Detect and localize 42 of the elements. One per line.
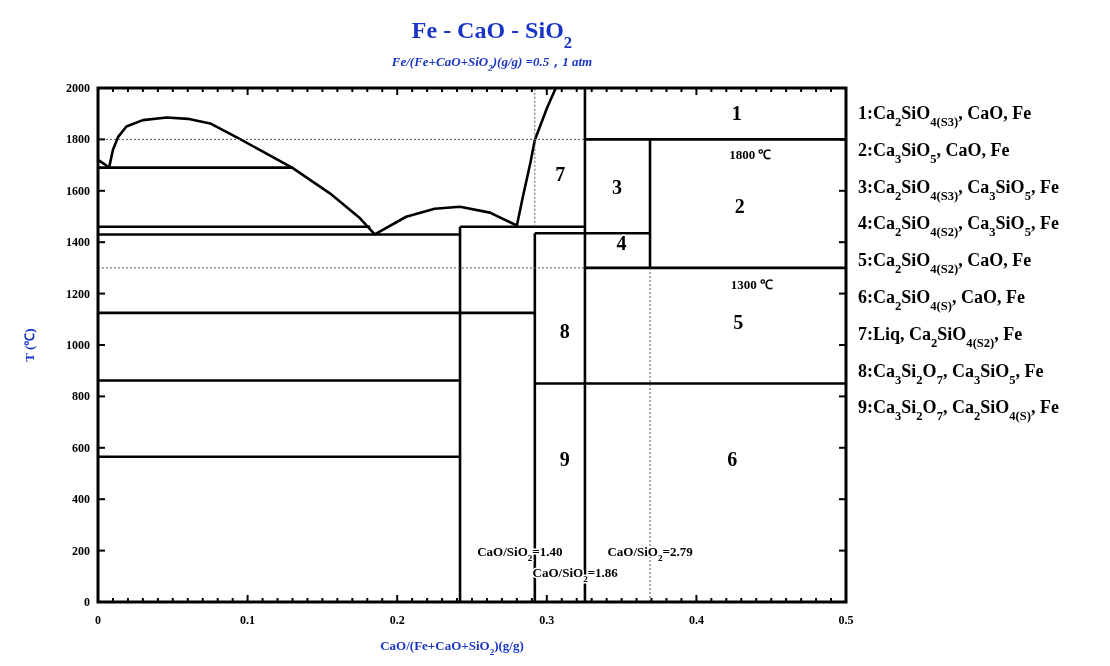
annotation: 1800 ℃ [729, 147, 772, 163]
text: 1:Ca$_{2}$SiO$_{4(S3)}$, CaO, Fe [858, 103, 1032, 129]
text: 4:Ca$_{2}$SiO$_{4(S2)}$, Ca$_{3}$SiO$_{5}$, Fe [858, 213, 1059, 240]
chart-subtitle: Fe/(Fe+CaO+SiO$_{2}$)(g/g) =0.5，1 atm [390, 54, 593, 73]
x-tick-label: 0.4 [688, 613, 704, 627]
x-tick-label: 0.5 [838, 613, 854, 627]
annotation: 6 [727, 448, 738, 471]
x-tick-label: 0.3 [539, 613, 555, 627]
text: 3:Ca$_{2}$SiO$_{4(S3)}$, Ca$_{3}$SiO$_{5}$, Fe [858, 176, 1059, 203]
text: 7:Liq, Ca$_{2}$SiO$_{4(S2)}$, Fe [858, 323, 1023, 350]
y-tick-label: 800 [72, 389, 90, 404]
annotation: 8 [559, 319, 570, 342]
text: 2:Ca$_{3}$SiO$_{5}$, CaO, Fe [858, 139, 1010, 166]
x-tick-label: 0.2 [389, 613, 405, 627]
y-tick-label: 1200 [66, 286, 90, 301]
y-tick-label: 2000 [66, 81, 90, 95]
x-axis-title: CaO/(Fe+CaO+SiO$_{2}$)(g/g) [380, 638, 524, 657]
y-tick-label: 1800 [66, 132, 90, 147]
annotation: 2 [734, 194, 745, 217]
annotation: 4 [616, 232, 627, 255]
annotation: 3 [612, 175, 623, 198]
x-tick-label: 0 [95, 613, 101, 627]
y-tick-label: 1600 [66, 183, 90, 198]
y-tick-label: 1400 [66, 235, 90, 250]
annotation: 9 [559, 448, 570, 471]
text: 8:Ca$_{3}$Si$_{2}$O$_{7}$, Ca$_{3}$SiO$_{5}$, Fe [858, 360, 1044, 387]
y-tick-label: 0 [84, 595, 90, 609]
text: 6:Ca$_{2}$SiO$_{4(S)}$, CaO, Fe [858, 287, 1026, 313]
annotation: 1 [731, 102, 742, 125]
text: 5:Ca$_{2}$SiO$_{4(S2)}$, CaO, Fe [858, 250, 1032, 277]
y-tick-label: 600 [72, 440, 90, 455]
y-tick-label: 1000 [66, 338, 90, 352]
annotation: 5 [733, 310, 744, 333]
annotation: CaO/SiO$_{2}$=2.79 [607, 544, 694, 564]
y-tick-label: 400 [72, 492, 90, 507]
chart-title: Fe - CaO - SiO$_{2}$ [411, 17, 573, 52]
x-tick-label: 0.1 [240, 613, 256, 627]
y-tick-label: 200 [72, 543, 90, 558]
annotation: 7 [555, 162, 566, 185]
text: 9:Ca$_{3}$Si$_{2}$O$_{7}$, Ca$_{2}$SiO$_{4(S)}$, Fe [858, 397, 1059, 424]
y-axis-title: T (℃) [22, 328, 37, 362]
annotation: 1300 ℃ [730, 276, 773, 292]
